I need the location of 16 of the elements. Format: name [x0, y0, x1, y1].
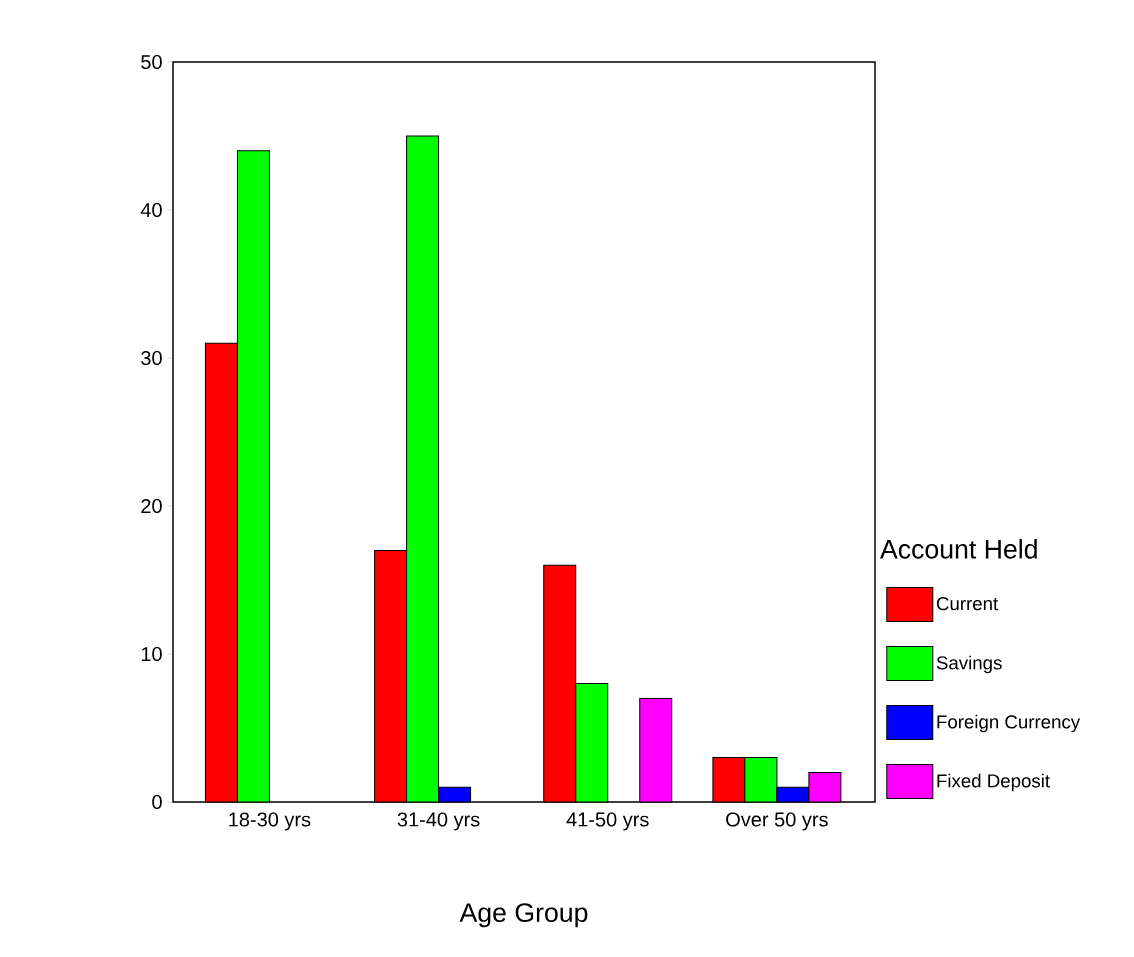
x-tick-label: Over 50 yrs — [726, 812, 828, 831]
legend-label: Savings — [936, 655, 1002, 674]
legend-label: Foreign Currency — [937, 714, 1081, 733]
y-tick-label: 20 — [141, 498, 162, 514]
x-axis-title: Age Group — [459, 903, 588, 928]
y-tick-label: 10 — [141, 646, 162, 662]
x-tick-label: 18-30 yrs — [229, 812, 311, 831]
x-tick-label: 31-40 yrs — [397, 812, 480, 831]
y-tick-label: 40 — [140, 202, 162, 218]
y-tick-label: 30 — [141, 350, 162, 366]
legend-title: Account Held — [880, 539, 1037, 559]
x-tick-label: 41-50 yrs — [566, 812, 649, 831]
legend-label: Fixed Deposit — [937, 773, 1050, 792]
y-tick-label: 0 — [152, 794, 162, 810]
legend-label: Current — [936, 597, 999, 611]
y-tick-label: 50 — [141, 54, 162, 70]
